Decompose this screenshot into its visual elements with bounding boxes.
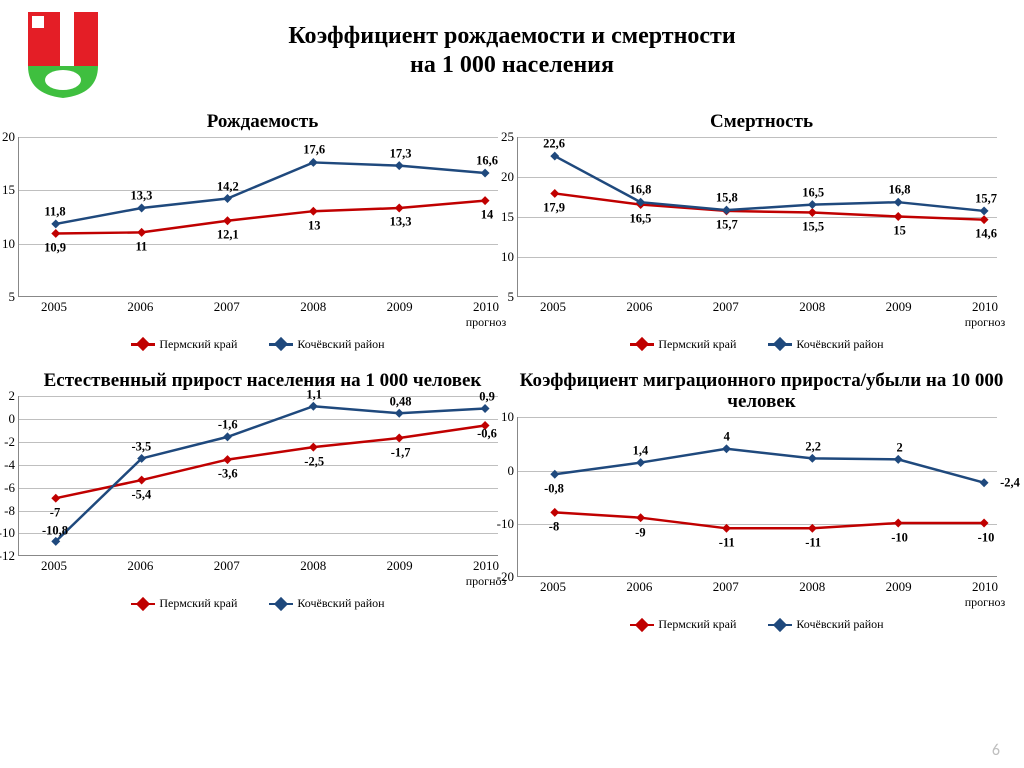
x-tick-label: 2010 bbox=[473, 558, 499, 574]
forecast-label: прогноз bbox=[965, 315, 1006, 330]
chart-title: Коэффициент миграционного прироста/убыли… bbox=[517, 371, 1006, 413]
x-tick-label: 2008 bbox=[300, 558, 326, 574]
y-tick-label: 0 bbox=[508, 463, 515, 479]
x-tick-label: 2009 bbox=[387, 558, 413, 574]
legend-label: Кочёвский район bbox=[796, 617, 883, 632]
chart-title: Естественный прирост населения на 1 000 … bbox=[18, 371, 507, 392]
y-tick-label: 15 bbox=[2, 182, 15, 198]
y-tick-label: 20 bbox=[501, 169, 514, 185]
coat-of-arms-logo bbox=[20, 10, 106, 105]
chart-panel: Естественный прирост населения на 1 000 … bbox=[18, 371, 507, 633]
x-tick-label: 2005 bbox=[41, 558, 67, 574]
main-title-line1: Коэффициент рождаемости и смертности bbox=[288, 23, 735, 49]
x-tick-label: 2006 bbox=[626, 299, 652, 315]
x-tick-label: 2008 bbox=[799, 579, 825, 595]
legend-label: Кочёвский район bbox=[297, 337, 384, 352]
x-tick-label: 2009 bbox=[886, 299, 912, 315]
legend-label: Пермский край bbox=[159, 596, 237, 611]
main-title: Коэффициент рождаемости и смертности на … bbox=[0, 0, 1024, 80]
data-label: -2,4 bbox=[1000, 476, 1020, 491]
x-tick-label: 2009 bbox=[387, 299, 413, 315]
x-tick-label: 2005 bbox=[41, 299, 67, 315]
legend-item: Кочёвский район bbox=[768, 617, 883, 632]
y-tick-label: 10 bbox=[501, 409, 514, 425]
y-tick-label: -20 bbox=[497, 569, 514, 585]
legend-item: Кочёвский район bbox=[269, 337, 384, 352]
y-tick-label: -8 bbox=[4, 503, 15, 519]
x-tick-label: 2010 bbox=[972, 299, 998, 315]
legend: Пермский край Кочёвский район bbox=[517, 617, 997, 634]
chart-panel: Коэффициент миграционного прироста/убыли… bbox=[517, 371, 1006, 633]
legend-item: Пермский край bbox=[131, 337, 237, 352]
legend: Пермский край Кочёвский район bbox=[18, 337, 498, 354]
chart-plot-area: -20-10010-0,81,442,22-2,4-8-9-11-11-10-1… bbox=[517, 417, 997, 577]
y-tick-label: 5 bbox=[9, 289, 16, 305]
chart-title: Рождаемость bbox=[18, 112, 507, 133]
x-tick-label: 2008 bbox=[799, 299, 825, 315]
chart-panel: Рождаемость 510152011,813,314,217,617,316… bbox=[18, 112, 507, 353]
legend-item: Пермский край bbox=[630, 617, 736, 632]
forecast-label: прогноз bbox=[965, 595, 1006, 610]
y-tick-label: 10 bbox=[2, 236, 15, 252]
x-tick-label: 2008 bbox=[300, 299, 326, 315]
legend-item: Кочёвский район bbox=[768, 337, 883, 352]
legend-label: Пермский край bbox=[159, 337, 237, 352]
y-tick-label: 10 bbox=[501, 249, 514, 265]
y-tick-label: 2 bbox=[9, 388, 16, 404]
chart-plot-area: -12-10-8-6-4-202-10,8-3,5-1,61,10,480,9-… bbox=[18, 396, 498, 556]
chart-title: Смертность bbox=[517, 112, 1006, 133]
legend-label: Кочёвский район bbox=[297, 596, 384, 611]
y-tick-label: -10 bbox=[0, 525, 15, 541]
y-tick-label: 0 bbox=[9, 411, 16, 427]
legend-label: Пермский край bbox=[658, 337, 736, 352]
y-tick-label: -2 bbox=[4, 434, 15, 450]
y-tick-label: -12 bbox=[0, 548, 15, 564]
forecast-label: прогноз bbox=[466, 315, 507, 330]
legend-item: Кочёвский район bbox=[269, 596, 384, 611]
legend-item: Пермский край bbox=[131, 596, 237, 611]
x-tick-label: 2010 bbox=[972, 579, 998, 595]
x-tick-label: 2006 bbox=[127, 558, 153, 574]
x-tick-label: 2007 bbox=[214, 558, 240, 574]
x-tick-label: 2006 bbox=[626, 579, 652, 595]
charts-grid: Рождаемость 510152011,813,314,217,617,316… bbox=[0, 112, 1024, 634]
chart-panel: Смертность 51015202522,616,815,816,516,81… bbox=[517, 112, 1006, 353]
chart-plot-area: 51015202522,616,815,816,516,815,717,916,… bbox=[517, 137, 997, 297]
y-tick-label: 20 bbox=[2, 129, 15, 145]
legend: Пермский край Кочёвский район bbox=[18, 596, 498, 613]
x-tick-label: 2007 bbox=[713, 299, 739, 315]
legend: Пермский край Кочёвский район bbox=[517, 337, 997, 354]
x-tick-label: 2007 bbox=[214, 299, 240, 315]
chart-plot-area: 510152011,813,314,217,617,316,610,91112,… bbox=[18, 137, 498, 297]
x-tick-label: 2007 bbox=[713, 579, 739, 595]
y-tick-label: 25 bbox=[501, 129, 514, 145]
y-tick-label: 5 bbox=[508, 289, 515, 305]
x-tick-label: 2009 bbox=[886, 579, 912, 595]
main-title-line2: на 1 000 населения bbox=[410, 52, 614, 78]
legend-label: Пермский край bbox=[658, 617, 736, 632]
page-number: 6 bbox=[992, 741, 1000, 760]
y-tick-label: -6 bbox=[4, 480, 15, 496]
x-tick-label: 2006 bbox=[127, 299, 153, 315]
x-tick-label: 2005 bbox=[540, 299, 566, 315]
legend-item: Пермский край bbox=[630, 337, 736, 352]
x-tick-label: 2005 bbox=[540, 579, 566, 595]
x-tick-label: 2010 bbox=[473, 299, 499, 315]
legend-label: Кочёвский район bbox=[796, 337, 883, 352]
y-tick-label: -10 bbox=[497, 516, 514, 532]
y-tick-label: 15 bbox=[501, 209, 514, 225]
y-tick-label: -4 bbox=[4, 457, 15, 473]
